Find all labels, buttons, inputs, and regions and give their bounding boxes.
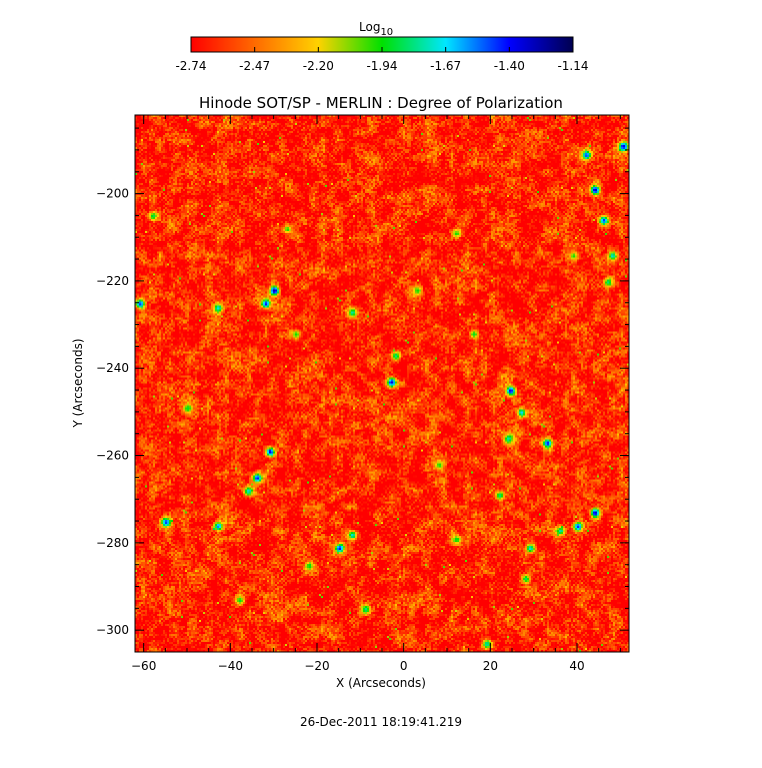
chart-title: Hinode SOT/SP - MERLIN : Degree of Polar… — [199, 94, 563, 112]
x-tick-label: 0 — [400, 659, 408, 673]
colorbar-tick-label: -2.47 — [239, 59, 270, 73]
x-tick-label: −20 — [304, 659, 329, 673]
y-axis: −200 −220 −240 −260 −280 −300 — [96, 127, 629, 653]
heatmap-raster — [135, 115, 629, 652]
colorbar-tick-label: -1.40 — [494, 59, 525, 73]
colorbar-tick-label: -1.94 — [366, 59, 397, 73]
x-tick-label: −40 — [218, 659, 243, 673]
y-tick-label: −280 — [96, 536, 129, 550]
colorbar-tick-label: -2.74 — [175, 59, 206, 73]
y-tick-label: −200 — [96, 187, 129, 201]
y-axis-label: Y (Arcseconds) — [71, 338, 85, 428]
y-tick-label: −220 — [96, 274, 129, 288]
y-tick-label: −260 — [96, 449, 129, 463]
timestamp: 26-Dec-2011 18:19:41.219 — [300, 715, 462, 729]
y-tick-label: −300 — [96, 623, 129, 637]
x-tick-label: 20 — [483, 659, 498, 673]
colorbar-tick-label: -1.67 — [430, 59, 461, 73]
x-axis-label: X (Arcseconds) — [336, 676, 426, 690]
heatmap-image — [135, 115, 629, 652]
colorbar-tick-label: -2.20 — [303, 59, 334, 73]
x-tick-label: −60 — [131, 659, 156, 673]
colorbar-tick-label: -1.14 — [557, 59, 588, 73]
colorbar-ticks: -2.74 -2.47 -2.20 -1.94 -1.67 -1.40 -1.14 — [175, 47, 589, 73]
x-axis: −60 −40 −20 0 20 40 — [131, 115, 621, 673]
x-tick-label: 40 — [569, 659, 584, 673]
colorbar-label: Log10 — [359, 20, 393, 38]
y-tick-label: −240 — [96, 361, 129, 375]
